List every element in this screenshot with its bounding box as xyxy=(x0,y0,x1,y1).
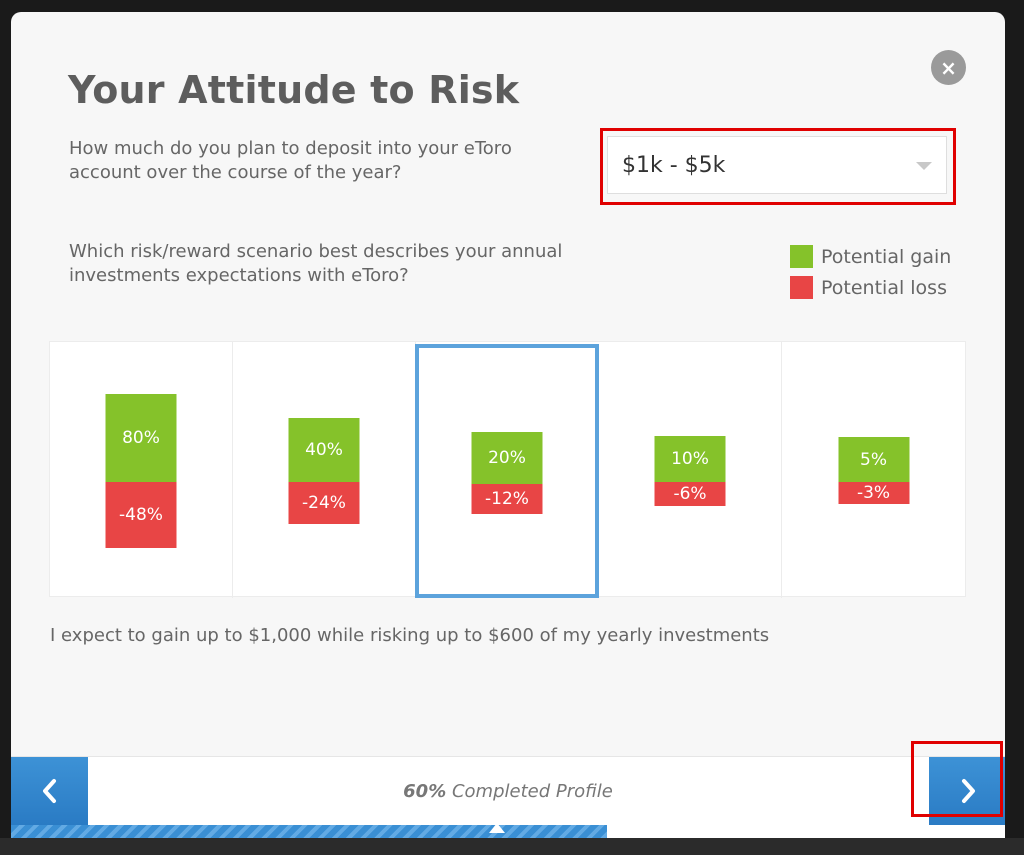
progress-label: 60% Completed Profile xyxy=(11,781,1005,802)
footer: 60% Completed Profile xyxy=(11,756,1005,838)
scenario-option[interactable]: 80% -48% xyxy=(50,342,233,598)
progress-caption: Completed Profile xyxy=(451,781,613,802)
progress-bar xyxy=(11,825,1005,838)
legend: Potential gain Potential loss xyxy=(790,241,951,303)
legend-item-loss: Potential loss xyxy=(790,272,951,303)
loss-bar: -6% xyxy=(654,482,726,506)
next-button[interactable] xyxy=(929,757,1005,825)
loss-bar: -3% xyxy=(838,482,909,504)
chevron-left-icon xyxy=(42,779,56,803)
chevron-right-icon xyxy=(961,779,975,803)
next-button-highlight xyxy=(911,741,1003,817)
scenario-option[interactable]: 5% -3% xyxy=(782,342,965,598)
gain-bar: 40% xyxy=(288,418,360,482)
deposit-select-highlight xyxy=(600,128,956,205)
progress-bar-fill xyxy=(11,825,608,838)
legend-swatch-gain xyxy=(790,245,813,268)
deposit-select-value: $1k - $5k xyxy=(622,152,726,178)
backdrop xyxy=(0,838,1024,855)
legend-swatch-loss xyxy=(790,276,813,299)
loss-bar: -24% xyxy=(288,482,360,524)
legend-label-loss: Potential loss xyxy=(821,276,947,299)
gain-bar: 20% xyxy=(471,432,543,484)
deposit-question: How much do you plan to deposit into you… xyxy=(69,138,512,183)
pointer-arrow xyxy=(489,823,505,833)
risk-modal: Your Attitude to Risk × How much do you … xyxy=(11,12,1005,838)
summary-text: I expect to gain up to $1,000 while risk… xyxy=(50,625,770,646)
legend-label-gain: Potential gain xyxy=(821,245,952,268)
scenario-options: 80% -48% 40% -24% 20% -12% 10% -6% 5% -3% xyxy=(49,341,966,598)
gain-bar: 5% xyxy=(838,437,909,482)
scenario-option[interactable]: 20% -12% xyxy=(415,344,599,598)
chevron-down-icon xyxy=(916,162,932,170)
scenario-option[interactable]: 10% -6% xyxy=(599,342,782,598)
deposit-select[interactable]: $1k - $5k xyxy=(607,136,947,194)
scenario-question: Which risk/reward scenario best describe… xyxy=(69,241,563,286)
scenario-option[interactable]: 40% -24% xyxy=(233,342,416,598)
gain-bar: 80% xyxy=(105,394,177,482)
page-title: Your Attitude to Risk xyxy=(68,68,520,112)
loss-bar: -12% xyxy=(471,484,543,514)
loss-bar: -48% xyxy=(105,482,177,548)
close-button[interactable]: × xyxy=(931,50,966,85)
gain-bar: 10% xyxy=(654,436,726,482)
legend-item-gain: Potential gain xyxy=(790,241,951,272)
close-icon: × xyxy=(940,55,957,80)
progress-percent: 60% xyxy=(403,781,447,802)
previous-button[interactable] xyxy=(11,757,88,825)
